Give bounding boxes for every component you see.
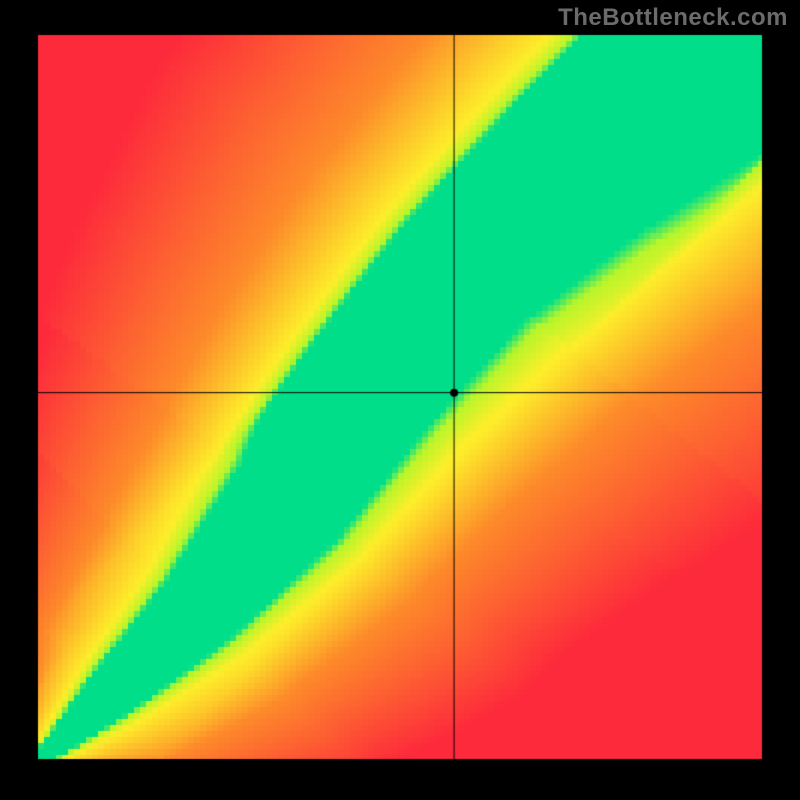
watermark-text: TheBottleneck.com: [558, 4, 788, 32]
heatmap-canvas: [0, 0, 800, 800]
chart-container: TheBottleneck.com: [0, 0, 800, 800]
